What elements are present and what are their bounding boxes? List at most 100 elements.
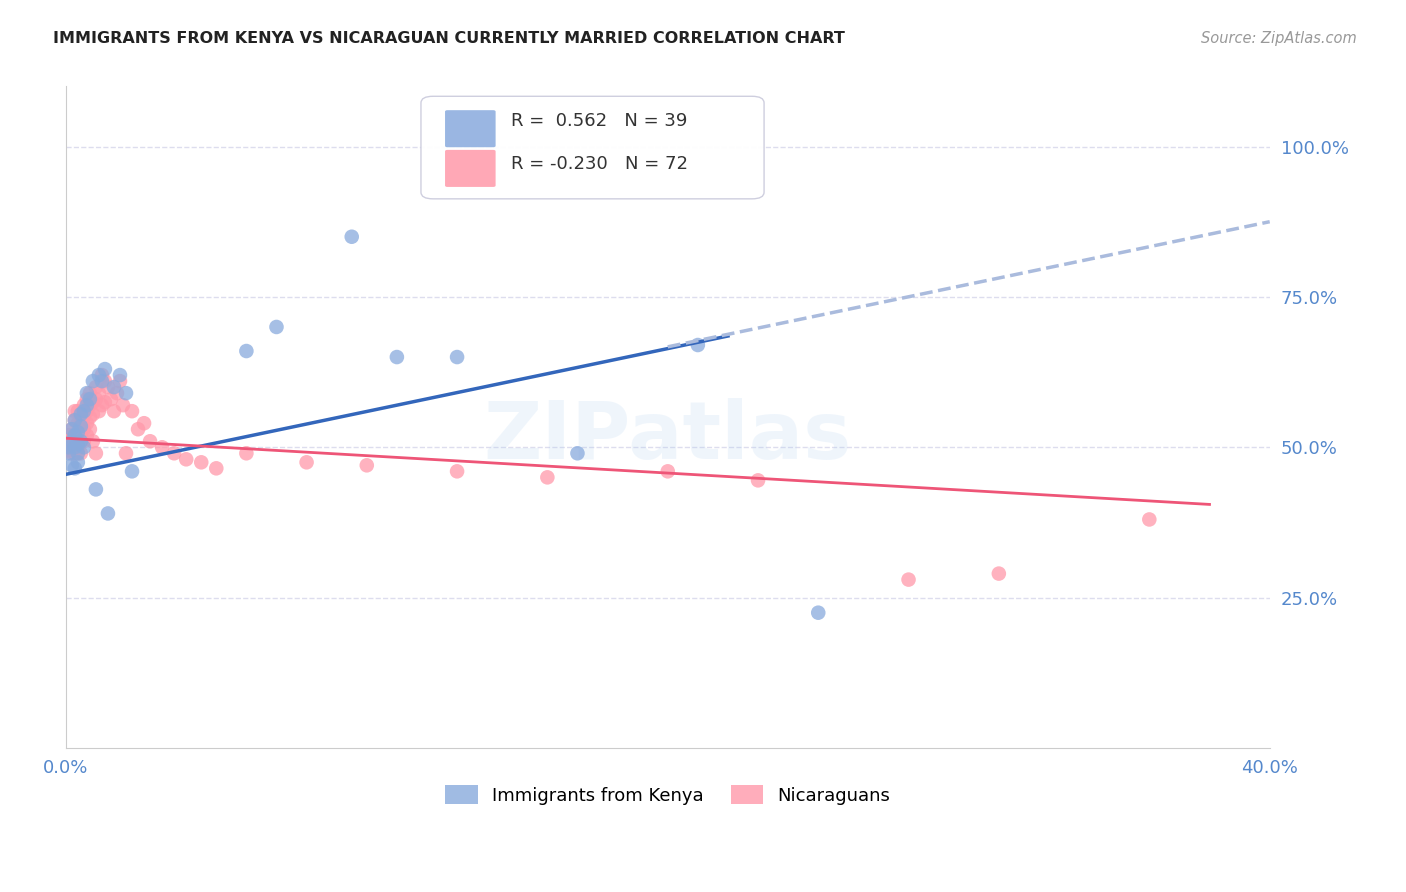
Point bbox=[70, 434, 93, 449]
Point bbox=[90, 368, 112, 383]
Point bbox=[58, 440, 80, 454]
Point bbox=[76, 386, 98, 401]
Point bbox=[66, 446, 89, 460]
Point bbox=[76, 398, 98, 412]
Legend: Immigrants from Kenya, Nicaraguans: Immigrants from Kenya, Nicaraguans bbox=[437, 778, 897, 812]
Point bbox=[63, 440, 86, 454]
Point bbox=[105, 386, 128, 401]
Point bbox=[115, 386, 138, 401]
Point bbox=[235, 446, 257, 460]
Point bbox=[79, 422, 101, 436]
Point bbox=[94, 362, 117, 376]
Point bbox=[60, 446, 83, 460]
Point bbox=[63, 461, 86, 475]
Point bbox=[987, 566, 1010, 581]
Point bbox=[73, 440, 96, 454]
Point bbox=[295, 455, 318, 469]
Point bbox=[63, 428, 86, 442]
Point bbox=[82, 434, 104, 449]
FancyBboxPatch shape bbox=[446, 111, 495, 147]
Point bbox=[66, 416, 89, 430]
Point bbox=[63, 413, 86, 427]
FancyBboxPatch shape bbox=[420, 96, 763, 199]
Point bbox=[190, 455, 212, 469]
Point bbox=[174, 452, 197, 467]
Point bbox=[63, 413, 86, 427]
Point bbox=[150, 440, 173, 454]
Point bbox=[79, 386, 101, 401]
Point bbox=[90, 374, 112, 388]
Point bbox=[235, 344, 257, 359]
Point bbox=[66, 425, 89, 440]
Point bbox=[266, 320, 288, 334]
Point bbox=[84, 483, 107, 497]
Text: Source: ZipAtlas.com: Source: ZipAtlas.com bbox=[1201, 31, 1357, 46]
Point bbox=[63, 428, 86, 442]
Point bbox=[1137, 512, 1160, 526]
Point bbox=[79, 410, 101, 425]
Point bbox=[82, 395, 104, 409]
Point bbox=[60, 434, 83, 449]
Point bbox=[94, 374, 117, 388]
Point bbox=[536, 470, 558, 484]
Point bbox=[132, 416, 155, 430]
Point bbox=[60, 422, 83, 436]
Point bbox=[385, 350, 408, 364]
Point bbox=[66, 428, 89, 442]
Point bbox=[567, 446, 589, 460]
Point bbox=[70, 419, 93, 434]
Point bbox=[84, 380, 107, 394]
Text: R = -0.230   N = 72: R = -0.230 N = 72 bbox=[512, 155, 689, 173]
Point bbox=[115, 446, 138, 460]
Point bbox=[63, 440, 86, 454]
Point bbox=[446, 350, 468, 364]
Point bbox=[205, 461, 228, 475]
Point bbox=[66, 404, 89, 418]
Point bbox=[139, 434, 162, 449]
Text: IMMIGRANTS FROM KENYA VS NICARAGUAN CURRENTLY MARRIED CORRELATION CHART: IMMIGRANTS FROM KENYA VS NICARAGUAN CURR… bbox=[53, 31, 845, 46]
Point bbox=[70, 434, 93, 449]
Point bbox=[73, 410, 96, 425]
Point bbox=[82, 407, 104, 421]
Point bbox=[79, 392, 101, 406]
Point bbox=[63, 404, 86, 418]
Point bbox=[121, 464, 143, 478]
Point bbox=[76, 404, 98, 418]
Point bbox=[90, 398, 112, 412]
Point bbox=[111, 398, 134, 412]
Point bbox=[807, 606, 830, 620]
Point bbox=[108, 374, 131, 388]
Point bbox=[70, 407, 93, 421]
Point bbox=[73, 404, 96, 418]
Point bbox=[103, 404, 125, 418]
Point bbox=[747, 474, 769, 488]
FancyBboxPatch shape bbox=[446, 150, 495, 187]
Point bbox=[356, 458, 378, 473]
Point bbox=[897, 573, 920, 587]
Point bbox=[73, 422, 96, 436]
Point bbox=[60, 458, 83, 473]
Point bbox=[60, 422, 83, 436]
Point bbox=[58, 446, 80, 460]
Point bbox=[66, 455, 89, 469]
Point bbox=[70, 407, 93, 421]
Point bbox=[79, 398, 101, 412]
Point bbox=[84, 392, 107, 406]
Point bbox=[76, 416, 98, 430]
Point bbox=[82, 374, 104, 388]
Point bbox=[97, 380, 120, 394]
Point bbox=[70, 416, 93, 430]
Point bbox=[94, 395, 117, 409]
Point bbox=[63, 446, 86, 460]
Point bbox=[103, 380, 125, 394]
Point bbox=[108, 368, 131, 383]
Point bbox=[60, 437, 83, 451]
Point bbox=[84, 446, 107, 460]
Point bbox=[87, 386, 110, 401]
Point bbox=[657, 464, 679, 478]
Point bbox=[100, 392, 122, 406]
Point bbox=[87, 404, 110, 418]
Point bbox=[446, 464, 468, 478]
Point bbox=[121, 404, 143, 418]
Point bbox=[58, 434, 80, 449]
